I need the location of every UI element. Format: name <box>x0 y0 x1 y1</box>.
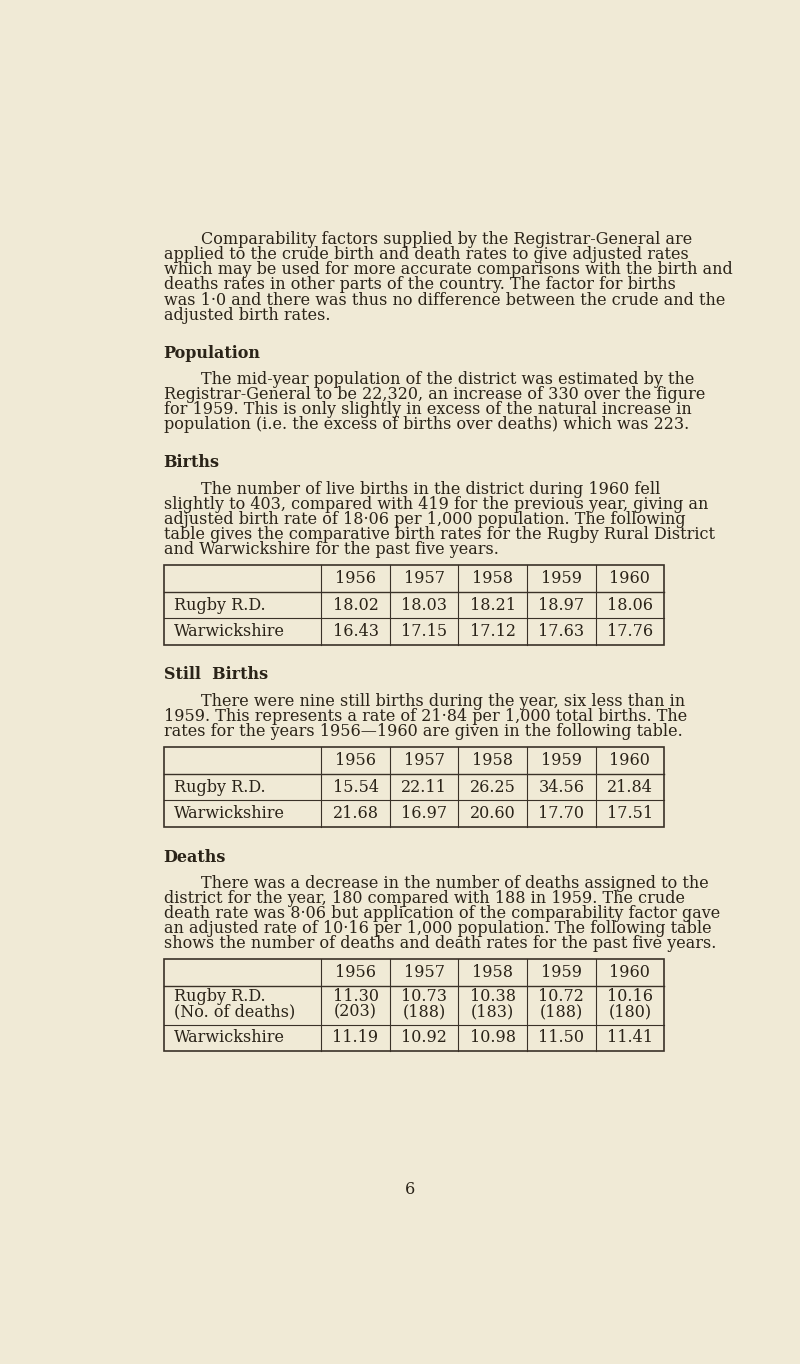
Text: 10.38: 10.38 <box>470 988 516 1005</box>
Text: rates for the years 1956—1960 are given in the following table.: rates for the years 1956—1960 are given … <box>163 723 682 741</box>
Text: 10.73: 10.73 <box>401 988 447 1005</box>
Text: (188): (188) <box>540 1004 583 1020</box>
Text: Warwickshire: Warwickshire <box>174 623 285 640</box>
Text: 1960: 1960 <box>610 752 650 769</box>
Text: 16.43: 16.43 <box>333 623 378 640</box>
Text: Registrar-General to be 22,320, an increase of 330 over the figure: Registrar-General to be 22,320, an incre… <box>163 386 705 404</box>
Text: 17.70: 17.70 <box>538 805 584 822</box>
Text: There was a decrease in the number of deaths assigned to the: There was a decrease in the number of de… <box>201 876 709 892</box>
Text: an adjusted rate of 10·16 per 1,000 population. The following table: an adjusted rate of 10·16 per 1,000 popu… <box>163 921 711 937</box>
Text: (180): (180) <box>608 1004 651 1020</box>
Text: 18.97: 18.97 <box>538 596 584 614</box>
Text: district for the year, 180 compared with 188 in 1959. The crude: district for the year, 180 compared with… <box>163 891 685 907</box>
Text: applied to the crude birth and death rates to give adjusted rates: applied to the crude birth and death rat… <box>163 247 688 263</box>
Text: 6: 6 <box>405 1181 415 1198</box>
Text: 1959: 1959 <box>541 570 582 587</box>
Text: 17.63: 17.63 <box>538 623 584 640</box>
Text: There were nine still births during the year, six less than in: There were nine still births during the … <box>201 693 685 711</box>
Text: 1960: 1960 <box>610 964 650 981</box>
Text: slightly to 403, compared with 419 for the previous year, giving an: slightly to 403, compared with 419 for t… <box>163 496 708 513</box>
Text: 11.30: 11.30 <box>333 988 378 1005</box>
Text: 17.12: 17.12 <box>470 623 516 640</box>
Text: Rugby R.D.: Rugby R.D. <box>174 988 266 1005</box>
Text: Warwickshire: Warwickshire <box>174 1030 285 1046</box>
Text: for 1959. This is only slightly in excess of the natural increase in: for 1959. This is only slightly in exces… <box>163 401 691 419</box>
Text: 1957: 1957 <box>404 570 445 587</box>
Text: Rugby R.D.: Rugby R.D. <box>174 779 266 795</box>
Text: 1960: 1960 <box>610 570 650 587</box>
Text: Births: Births <box>163 454 219 472</box>
Text: 1959: 1959 <box>541 964 582 981</box>
Text: 18.03: 18.03 <box>401 596 447 614</box>
Text: The mid-year population of the district was estimated by the: The mid-year population of the district … <box>201 371 694 389</box>
Text: 17.76: 17.76 <box>607 623 653 640</box>
Bar <box>163 959 664 1052</box>
Bar <box>163 565 664 645</box>
Text: adjusted birth rate of 18·06 per 1,000 population. The following: adjusted birth rate of 18·06 per 1,000 p… <box>163 512 685 528</box>
Text: (203): (203) <box>334 1004 377 1020</box>
Text: 1956: 1956 <box>335 964 376 981</box>
Text: 18.02: 18.02 <box>333 596 378 614</box>
Bar <box>163 747 664 827</box>
Text: 1956: 1956 <box>335 570 376 587</box>
Text: 10.92: 10.92 <box>402 1030 447 1046</box>
Text: The number of live births in the district during 1960 fell: The number of live births in the distric… <box>201 481 660 498</box>
Text: 1959: 1959 <box>541 752 582 769</box>
Text: 1956: 1956 <box>335 752 376 769</box>
Text: 1958: 1958 <box>472 964 514 981</box>
Text: Rugby R.D.: Rugby R.D. <box>174 596 266 614</box>
Text: 10.72: 10.72 <box>538 988 584 1005</box>
Text: 11.50: 11.50 <box>538 1030 584 1046</box>
Text: and Warwickshire for the past five years.: and Warwickshire for the past five years… <box>163 542 498 558</box>
Text: 11.41: 11.41 <box>607 1030 653 1046</box>
Text: which may be used for more accurate comparisons with the birth and: which may be used for more accurate comp… <box>163 262 732 278</box>
Text: Population: Population <box>163 345 261 361</box>
Text: Comparability factors supplied by the Registrar-General are: Comparability factors supplied by the Re… <box>201 232 692 248</box>
Text: Deaths: Deaths <box>163 848 226 866</box>
Text: population (i.e. the excess of births over deaths) which was 223.: population (i.e. the excess of births ov… <box>163 416 689 434</box>
Text: 10.16: 10.16 <box>607 988 653 1005</box>
Text: 1959. This represents a rate of 21·84 per 1,000 total births. The: 1959. This represents a rate of 21·84 pe… <box>163 708 686 726</box>
Text: shows the number of deaths and death rates for the past five years.: shows the number of deaths and death rat… <box>163 936 716 952</box>
Text: 21.84: 21.84 <box>607 779 653 795</box>
Text: 18.06: 18.06 <box>607 596 653 614</box>
Text: 26.25: 26.25 <box>470 779 516 795</box>
Text: adjusted birth rates.: adjusted birth rates. <box>163 307 330 323</box>
Text: (183): (183) <box>471 1004 514 1020</box>
Text: 20.60: 20.60 <box>470 805 516 822</box>
Text: 15.54: 15.54 <box>333 779 378 795</box>
Text: 1958: 1958 <box>472 570 514 587</box>
Text: 10.98: 10.98 <box>470 1030 516 1046</box>
Text: 1957: 1957 <box>404 964 445 981</box>
Text: death rate was 8·06 but application of the comparability factor gave: death rate was 8·06 but application of t… <box>163 906 720 922</box>
Text: (188): (188) <box>402 1004 446 1020</box>
Text: Warwickshire: Warwickshire <box>174 805 285 822</box>
Text: 17.51: 17.51 <box>607 805 653 822</box>
Text: 11.19: 11.19 <box>333 1030 378 1046</box>
Text: 18.21: 18.21 <box>470 596 516 614</box>
Text: 17.15: 17.15 <box>401 623 447 640</box>
Text: 16.97: 16.97 <box>401 805 447 822</box>
Text: was 1·0 and there was thus no difference between the crude and the: was 1·0 and there was thus no difference… <box>163 292 725 308</box>
Text: 34.56: 34.56 <box>538 779 584 795</box>
Text: Still  Births: Still Births <box>163 667 268 683</box>
Text: deaths rates in other parts of the country. The factor for births: deaths rates in other parts of the count… <box>163 277 675 293</box>
Text: 1957: 1957 <box>404 752 445 769</box>
Text: table gives the comparative birth rates for the Rugby Rural District: table gives the comparative birth rates … <box>163 527 714 543</box>
Text: (No. of deaths): (No. of deaths) <box>174 1004 295 1020</box>
Text: 21.68: 21.68 <box>333 805 378 822</box>
Text: 1958: 1958 <box>472 752 514 769</box>
Text: 22.11: 22.11 <box>402 779 447 795</box>
